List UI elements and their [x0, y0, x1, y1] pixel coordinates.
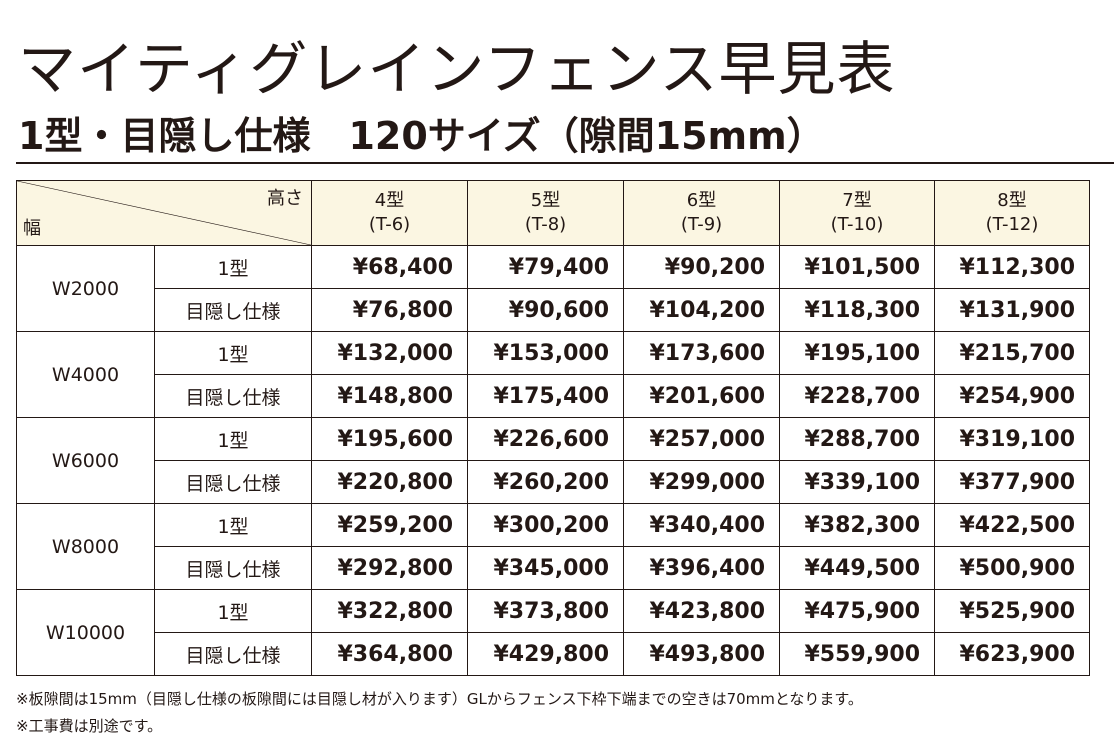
price-cell: ¥292,800 — [311, 546, 468, 590]
price-cell: ¥260,200 — [467, 460, 624, 504]
price-cell: ¥68,400 — [311, 245, 468, 289]
table-body: W2000 1型 ¥68,400 ¥79,400 ¥90,200 ¥101,500 ¥112… — [16, 245, 1090, 676]
price-cell: ¥373,800 — [467, 589, 624, 633]
price-cell: ¥345,000 — [467, 546, 624, 590]
price-cell: ¥175,400 — [467, 374, 624, 418]
width-cell: W10000 — [16, 589, 155, 676]
title-divider — [16, 162, 1114, 164]
width-cell: W8000 — [16, 503, 155, 590]
column-header: 6型 (T-9) — [623, 180, 780, 246]
price-cell: ¥319,100 — [934, 417, 1090, 461]
price-cell: ¥228,700 — [779, 374, 935, 418]
type-label-cell: 目隠し仕様 — [154, 632, 312, 676]
table-row: W6000 1型 ¥195,600 ¥226,600 ¥257,000 ¥288,700 ¥… — [16, 417, 1090, 504]
price-cell: ¥429,800 — [467, 632, 624, 676]
price-cell: ¥382,300 — [779, 503, 935, 547]
price-cell: ¥259,200 — [311, 503, 468, 547]
price-cell: ¥132,000 — [311, 331, 468, 375]
type-label-cell: 目隠し仕様 — [154, 546, 312, 590]
price-cell: ¥90,200 — [623, 245, 780, 289]
price-cell: ¥131,900 — [934, 288, 1090, 332]
table-row: 目隠し仕様 ¥76,800 ¥90,600 ¥104,200 ¥118,300 ¥131,… — [17, 288, 1090, 332]
type-label-cell: 1型 — [154, 503, 312, 547]
table-row: W8000 1型 ¥259,200 ¥300,200 ¥340,400 ¥382,300 ¥… — [16, 503, 1090, 590]
price-cell: ¥377,900 — [934, 460, 1090, 504]
table-row: W2000 1型 ¥68,400 ¥79,400 ¥90,200 ¥101,500 ¥112… — [16, 245, 1090, 332]
price-cell: ¥300,200 — [467, 503, 624, 547]
page-subtitle: 1型・目隠し仕様 120サイズ（隙間15mm） — [18, 114, 825, 158]
corner-width-label: 幅 — [23, 218, 41, 239]
price-cell: ¥422,500 — [934, 503, 1090, 547]
width-cell: W2000 — [16, 245, 155, 332]
table-header-row: 高さ 幅 4型 (T-6) 5型 (T-8) 6型 (T-9) 7型 (T-10) 8型… — [16, 180, 1090, 246]
price-cell: ¥148,800 — [311, 374, 468, 418]
diagonal-line — [17, 181, 311, 245]
footnote: ※工事費は別途です。 — [16, 717, 163, 735]
price-cell: ¥101,500 — [779, 245, 935, 289]
price-cell: ¥299,000 — [623, 460, 780, 504]
price-cell: ¥322,800 — [311, 589, 468, 633]
price-cell: ¥173,600 — [623, 331, 780, 375]
price-cell: ¥623,900 — [934, 632, 1090, 676]
column-header: 5型 (T-8) — [467, 180, 624, 246]
width-cell: W6000 — [16, 417, 155, 504]
price-cell: ¥423,800 — [623, 589, 780, 633]
price-cell: ¥215,700 — [934, 331, 1090, 375]
type-label-cell: 目隠し仕様 — [154, 374, 312, 418]
price-cell: ¥220,800 — [311, 460, 468, 504]
price-cell: ¥201,600 — [623, 374, 780, 418]
type-label-cell: 1型 — [154, 245, 312, 289]
table-row: 目隠し仕様 ¥220,800 ¥260,200 ¥299,000 ¥339,100 ¥37… — [17, 460, 1090, 504]
price-cell: ¥449,500 — [779, 546, 935, 590]
table-row: 目隠し仕様 ¥292,800 ¥345,000 ¥396,400 ¥449,500 ¥50… — [17, 546, 1090, 590]
table-corner-cell: 高さ 幅 — [16, 180, 312, 246]
price-cell: ¥112,300 — [934, 245, 1090, 289]
price-cell: ¥364,800 — [311, 632, 468, 676]
price-cell: ¥153,000 — [467, 331, 624, 375]
table-row: W4000 1型 ¥132,000 ¥153,000 ¥173,600 ¥195,100 ¥… — [16, 331, 1090, 418]
price-cell: ¥339,100 — [779, 460, 935, 504]
type-label-cell: 目隠し仕様 — [154, 288, 312, 332]
type-label-cell: 目隠し仕様 — [154, 460, 312, 504]
price-cell: ¥396,400 — [623, 546, 780, 590]
price-cell: ¥559,900 — [779, 632, 935, 676]
corner-height-label: 高さ — [267, 188, 303, 209]
price-cell: ¥79,400 — [467, 245, 624, 289]
price-cell: ¥90,600 — [467, 288, 624, 332]
price-cell: ¥76,800 — [311, 288, 468, 332]
price-cell: ¥475,900 — [779, 589, 935, 633]
footnote: ※板隙間は15mm（目隠し仕様の板隙間には目隠し材が入ります）GLからフェンス下… — [16, 690, 863, 708]
price-cell: ¥288,700 — [779, 417, 935, 461]
width-cell: W4000 — [16, 331, 155, 418]
type-label-cell: 1型 — [154, 417, 312, 461]
type-label-cell: 1型 — [154, 331, 312, 375]
column-header: 7型 (T-10) — [779, 180, 935, 246]
price-cell: ¥118,300 — [779, 288, 935, 332]
price-cell: ¥195,600 — [311, 417, 468, 461]
column-header: 8型 (T-12) — [934, 180, 1090, 246]
price-cell: ¥500,900 — [934, 546, 1090, 590]
type-label-cell: 1型 — [154, 589, 312, 633]
price-cell: ¥493,800 — [623, 632, 780, 676]
price-cell: ¥257,000 — [623, 417, 780, 461]
price-cell: ¥254,900 — [934, 374, 1090, 418]
price-cell: ¥340,400 — [623, 503, 780, 547]
page-title: マイティグレインフェンス早見表 — [18, 35, 896, 103]
column-header: 4型 (T-6) — [311, 180, 468, 246]
table-row: W10000 1型 ¥322,800 ¥373,800 ¥423,800 ¥475,900… — [16, 589, 1090, 676]
price-table: 高さ 幅 4型 (T-6) 5型 (T-8) 6型 (T-9) 7型 (T-10) 8型… — [16, 180, 1090, 676]
price-cell: ¥226,600 — [467, 417, 624, 461]
price-cell: ¥525,900 — [934, 589, 1090, 633]
footnotes: ※板隙間は15mm（目隠し仕様の板隙間には目隠し材が入ります）GLからフェンス下… — [16, 686, 863, 740]
table-row: 目隠し仕様 ¥364,800 ¥429,800 ¥493,800 ¥559,900 ¥62… — [17, 632, 1090, 676]
price-cell: ¥104,200 — [623, 288, 780, 332]
price-cell: ¥195,100 — [779, 331, 935, 375]
table-row: 目隠し仕様 ¥148,800 ¥175,400 ¥201,600 ¥228,700 ¥25… — [17, 374, 1090, 418]
